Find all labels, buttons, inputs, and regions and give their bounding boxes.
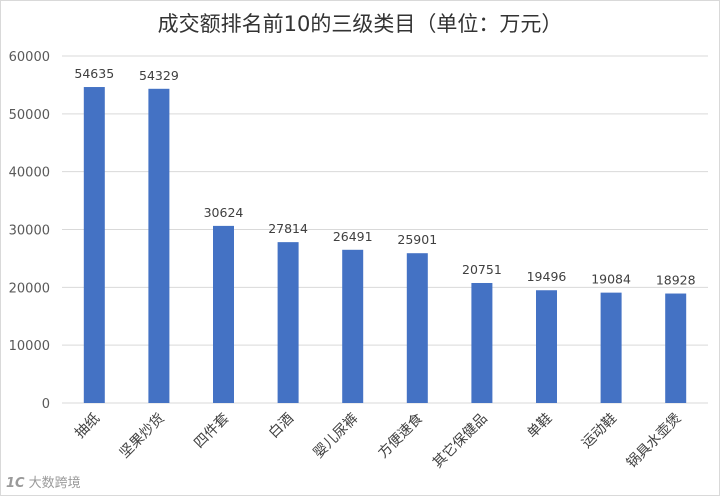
- bar: [406, 253, 428, 403]
- y-tick-label: 10000: [9, 339, 50, 354]
- bar: [471, 282, 493, 403]
- bar: [342, 249, 364, 403]
- data-label: 26491: [333, 229, 373, 244]
- x-axis-ticks: 抽纸 坚果炒货 四件套 白酒 婴儿尿裤 方便速食 其它保健品 单鞋 运动鞋 锅具水壶煲: [72, 410, 685, 472]
- x-tick-label: 坚果炒货: [116, 410, 168, 462]
- y-axis-ticks: 0 10000 20000 30000 40000 50000 60000: [9, 50, 50, 412]
- data-label: 54635: [74, 66, 114, 81]
- x-tick-label: 锅具水壶煲: [623, 410, 685, 472]
- y-tick-label: 20000: [9, 281, 50, 296]
- y-tick-label: 0: [42, 397, 50, 412]
- data-label: 30624: [204, 205, 244, 220]
- chart-title: 成交额排名前10的三级类目（单位：万元）: [157, 12, 563, 36]
- y-tick-label: 30000: [9, 224, 50, 239]
- y-tick-label: 50000: [9, 108, 50, 123]
- bars: [83, 87, 687, 403]
- x-tick-label: 四件套: [191, 411, 232, 452]
- data-label: 20751: [462, 262, 502, 277]
- x-tick-label: 婴儿尿裤: [311, 411, 362, 462]
- watermark-logo-icon: 1C: [6, 476, 25, 491]
- x-tick-label: 其它保健品: [429, 410, 491, 472]
- bar: [536, 290, 557, 403]
- data-label: 25901: [397, 232, 437, 247]
- data-label: 54329: [139, 68, 179, 83]
- data-label: 18928: [656, 273, 696, 288]
- gridlines: [62, 55, 708, 404]
- bar: [277, 242, 299, 403]
- y-tick-label: 40000: [9, 166, 50, 181]
- bar: [665, 293, 687, 403]
- y-tick-label: 60000: [9, 50, 50, 65]
- watermark-text: 大数跨境: [28, 476, 81, 491]
- x-tick-label: 白酒: [266, 411, 297, 442]
- bar: [600, 292, 622, 403]
- bar: [148, 88, 170, 403]
- x-tick-label: 方便速食: [375, 410, 427, 462]
- data-label: 19496: [527, 269, 567, 284]
- x-tick-label: 单鞋: [524, 411, 555, 442]
- bar: [213, 225, 234, 403]
- bar: [83, 87, 105, 403]
- watermark: 1C 大数跨境: [6, 472, 81, 491]
- x-tick-label: 抽纸: [72, 411, 103, 442]
- data-label: 27814: [268, 221, 308, 236]
- data-label: 19084: [591, 272, 631, 287]
- data-labels: 54635 54329 30624 27814 26491 25901 20751 19496…: [74, 66, 695, 288]
- x-tick-label: 运动鞋: [579, 411, 620, 452]
